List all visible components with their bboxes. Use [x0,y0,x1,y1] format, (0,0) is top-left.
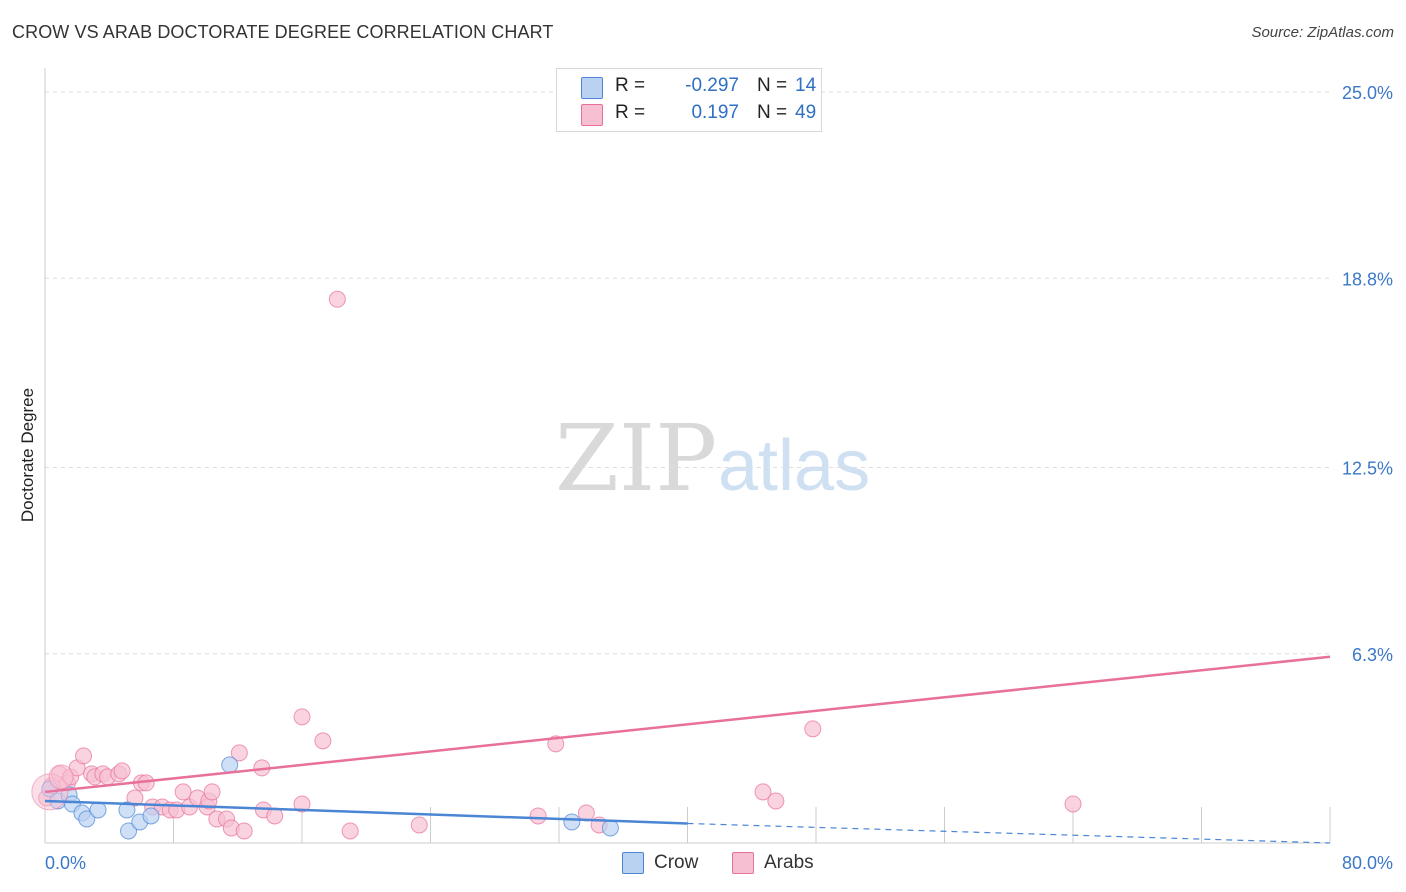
arabs-point [804,720,822,738]
arabs-point [328,290,346,308]
stats-legend: R = -0.297 N = 14 R = 0.197 N = 49 [556,68,822,132]
crow-point [563,813,581,831]
y-tick-label: 6.3% [1352,645,1393,665]
arabs-point [174,783,192,801]
chart-title: CROW VS ARAB DOCTORATE DEGREE CORRELATIO… [12,22,554,42]
crow-point [601,819,619,837]
crow-point [89,801,107,819]
arabs-swatch [581,104,603,126]
arabs-legend-label: Arabs [764,852,814,873]
arabs-point [113,762,131,780]
crow-n-value: 14 [795,75,817,96]
arabs-point [529,807,547,825]
watermark-zip: ZIP [555,405,717,512]
x-tick-label-max: 80.0% [1342,853,1393,873]
arabs-r-label: R = [615,102,646,123]
arabs-n-label: N = [757,102,788,123]
arabs-point [341,822,359,840]
arabs-point [754,783,772,801]
arabs-point [203,783,221,801]
arabs-point [767,792,785,810]
crow-point [78,810,96,828]
source-label: Source: ZipAtlas.com [1251,24,1394,41]
crow-point [221,756,239,774]
crow-point [118,801,136,819]
crow-point [120,822,138,840]
arabs-legend-swatch [732,852,754,874]
arabs-point [410,816,428,834]
arabs-point [75,747,93,765]
arabs-trend-line [44,655,1331,794]
y-tick-label: 18.8% [1342,269,1393,289]
arabs-cluster-point [48,764,74,790]
crow-swatch [581,77,603,99]
arabs-n-value: 49 [795,102,817,123]
arabs-point [230,744,248,762]
x-tick-label-min: 0.0% [45,853,86,873]
crow-point [142,807,160,825]
arabs-point [293,795,311,813]
crow-n-label: N = [757,75,788,96]
crow-r-label: R = [615,75,646,96]
arabs-r-value: 0.197 [691,102,739,123]
watermark-atlas: atlas [718,426,870,506]
crow-legend-label: Crow [654,852,699,873]
arabs-point [235,822,253,840]
crow-trend-extension [687,822,1331,844]
arabs-point [293,708,311,726]
crow-r-value: -0.297 [685,75,739,96]
arabs-point [1064,795,1082,813]
crow-trend-line [44,799,688,825]
arabs-point [314,732,332,750]
crow-legend-swatch [622,852,644,874]
y-tick-label: 25.0% [1342,83,1393,103]
arabs-point [126,789,144,807]
y-tick-label: 12.5% [1342,459,1393,479]
